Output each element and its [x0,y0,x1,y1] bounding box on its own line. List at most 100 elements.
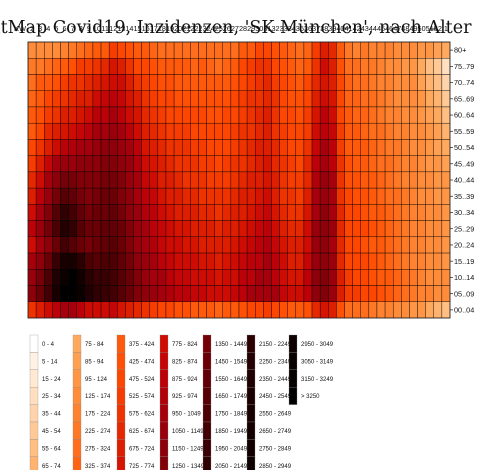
heatmap-cell [279,74,288,91]
heatmap-cell [133,74,142,91]
heatmap-cell [44,139,53,156]
heatmap-cell [441,58,451,75]
heatmap-cell [263,252,272,270]
heatmap-cell [141,252,150,270]
heatmap-cell [35,236,45,254]
heatmap-cell [84,171,94,189]
heatmap-cell [141,187,150,205]
heatmap-cell [27,220,37,238]
heatmap-cell [214,58,223,75]
heatmap-cell [417,204,426,221]
heatmap-cell [352,58,361,75]
heatmap-cell [255,252,264,270]
heatmap-cell [328,285,337,302]
heatmap-cell [76,58,86,75]
legend-swatch [159,456,169,470]
heatmap-cell [157,58,167,75]
heatmap-cell [409,285,418,302]
heatmap-cell [344,122,353,140]
heatmap-cell [149,269,159,286]
heatmap-cell [417,285,426,302]
heatmap-cell [190,285,199,302]
heatmap-cell [190,122,199,140]
heatmap-cell [384,41,394,59]
legend-swatch [116,369,126,388]
heatmap-cell [157,106,167,124]
heatmap-cell [198,252,207,270]
heatmap-cell [368,74,378,91]
heatmap-cell [441,236,451,254]
x-tick-label: 30 [255,24,263,33]
heatmap-cell [44,269,53,286]
heatmap-cell [117,122,126,140]
heatmap-cell [214,252,223,270]
heatmap-cell [76,41,86,59]
x-tick-label: 17 [150,24,158,33]
heatmap-cell [100,74,110,91]
heatmap-cell [328,155,337,173]
heatmap-cell [271,74,280,91]
heatmap-cell [44,204,53,221]
heatmap-cell [84,269,94,286]
heatmap-cell [206,171,215,189]
heatmap-cell [352,236,361,254]
heatmap-cell [149,236,159,254]
legend-label: 1950 - 2049 [215,446,248,452]
heatmap-cell [108,269,118,286]
legend-swatch [246,387,256,405]
heatmap-cell [35,171,45,189]
legend-label: 625 - 674 [129,429,155,435]
legend-label: 275 - 324 [85,446,111,452]
heatmap-cell [133,106,142,124]
x-tick-label: 37 [312,24,320,33]
heatmap-cell [255,269,264,286]
heatmap-cell [360,139,370,156]
x-tick-label: 50 [418,24,426,33]
heatmap-cell [100,41,110,59]
legend-label: 1350 - 1449 [215,342,248,348]
heatmap-cell [206,139,215,156]
heatmap-cell [384,74,394,91]
legend-label: 2350 - 2449 [259,377,292,383]
heatmap-cell [392,252,402,270]
heatmap-cell [35,269,45,286]
heatmap-cell [311,252,321,270]
heatmap-cell [376,41,386,59]
heatmap-cell [303,236,313,254]
heatmap-cell [84,122,94,140]
heatmap-cell [181,122,191,140]
heatmap-cell [149,285,159,302]
heatmap-cell [108,58,118,75]
heatmap-cell [255,106,264,124]
heatmap-cell [44,74,53,91]
heatmap-cell [384,301,394,319]
x-tick-label: 48 [401,24,409,33]
heatmap-cell [44,90,53,108]
heatmap-cell [125,301,134,319]
heatmap-cell [295,301,305,319]
heatmap-cell [271,155,280,173]
heatmap-cell [392,269,402,286]
heatmap-cell [149,204,159,221]
heatmap-cell [279,187,288,205]
heatmap-cell [441,204,451,221]
heatmap-cell [376,74,386,91]
heatmap-cell [35,220,45,238]
legend-swatch [29,352,39,370]
legend-swatch [116,439,126,457]
heatmap-cell [344,155,353,173]
legend-label: 1150 - 1249 [172,446,204,452]
heatmap-cell [190,139,199,156]
heatmap-cell [368,269,378,286]
heatmap-cell [52,41,61,59]
legend-swatch [72,439,82,457]
heatmap-cell [117,90,126,108]
heatmap-cell [319,155,329,173]
heatmap-cell [76,187,86,205]
heatmap-cell [52,58,61,75]
heatmap-cell [173,74,183,91]
heatmap-cell [425,58,434,75]
heatmap-cell [368,41,378,59]
heatmap-cell [336,41,345,59]
heatmap-cell [198,285,207,302]
